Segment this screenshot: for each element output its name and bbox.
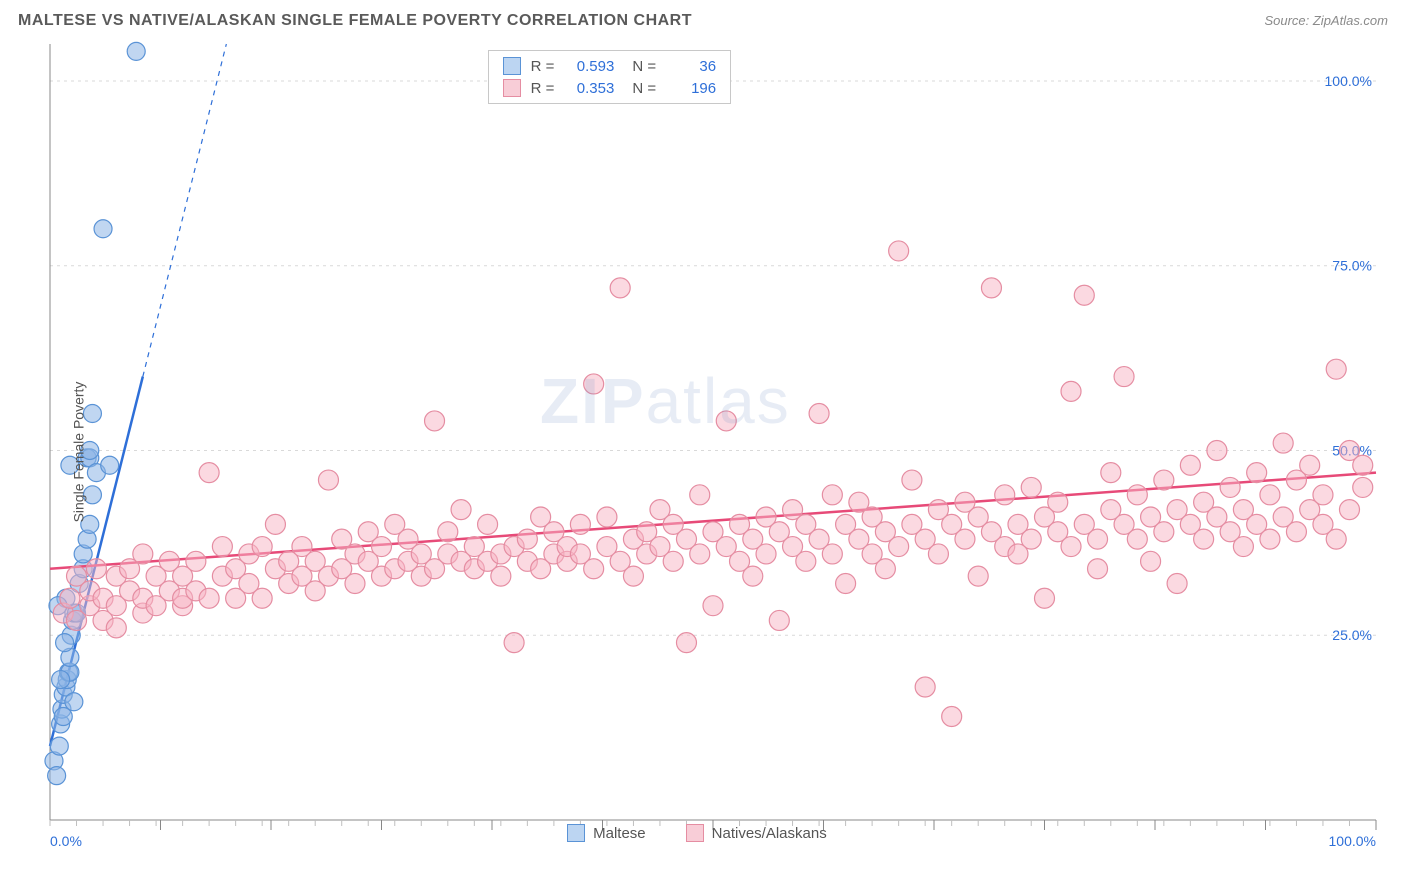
chart-area: Single Female Poverty ZIPatlas 25.0%50.0… <box>0 34 1406 870</box>
legend-row: R =0.593N =36 <box>503 57 717 75</box>
legend-item: Natives/Alaskans <box>686 824 827 842</box>
scatter-chart-svg: 25.0%50.0%75.0%100.0%0.0%100.0% <box>0 34 1406 870</box>
y-axis-label: Single Female Poverty <box>70 382 86 523</box>
legend-swatch <box>503 57 521 75</box>
legend-swatch <box>567 824 585 842</box>
chart-title: MALTESE VS NATIVE/ALASKAN SINGLE FEMALE … <box>18 12 692 30</box>
svg-text:100.0%: 100.0% <box>1329 833 1376 849</box>
legend-item: Maltese <box>567 824 646 842</box>
svg-text:25.0%: 25.0% <box>1332 627 1372 643</box>
chart-source: Source: ZipAtlas.com <box>1264 13 1388 28</box>
legend-swatch <box>686 824 704 842</box>
svg-text:100.0%: 100.0% <box>1325 73 1372 89</box>
svg-text:0.0%: 0.0% <box>50 833 82 849</box>
correlation-legend: R =0.593N =36 R =0.353N =196 <box>488 50 732 104</box>
svg-text:75.0%: 75.0% <box>1332 258 1372 274</box>
legend-row: R =0.353N =196 <box>503 79 717 97</box>
series-legend: Maltese Natives/Alaskans <box>567 824 827 842</box>
chart-header: MALTESE VS NATIVE/ALASKAN SINGLE FEMALE … <box>0 0 1406 34</box>
legend-swatch <box>503 79 521 97</box>
